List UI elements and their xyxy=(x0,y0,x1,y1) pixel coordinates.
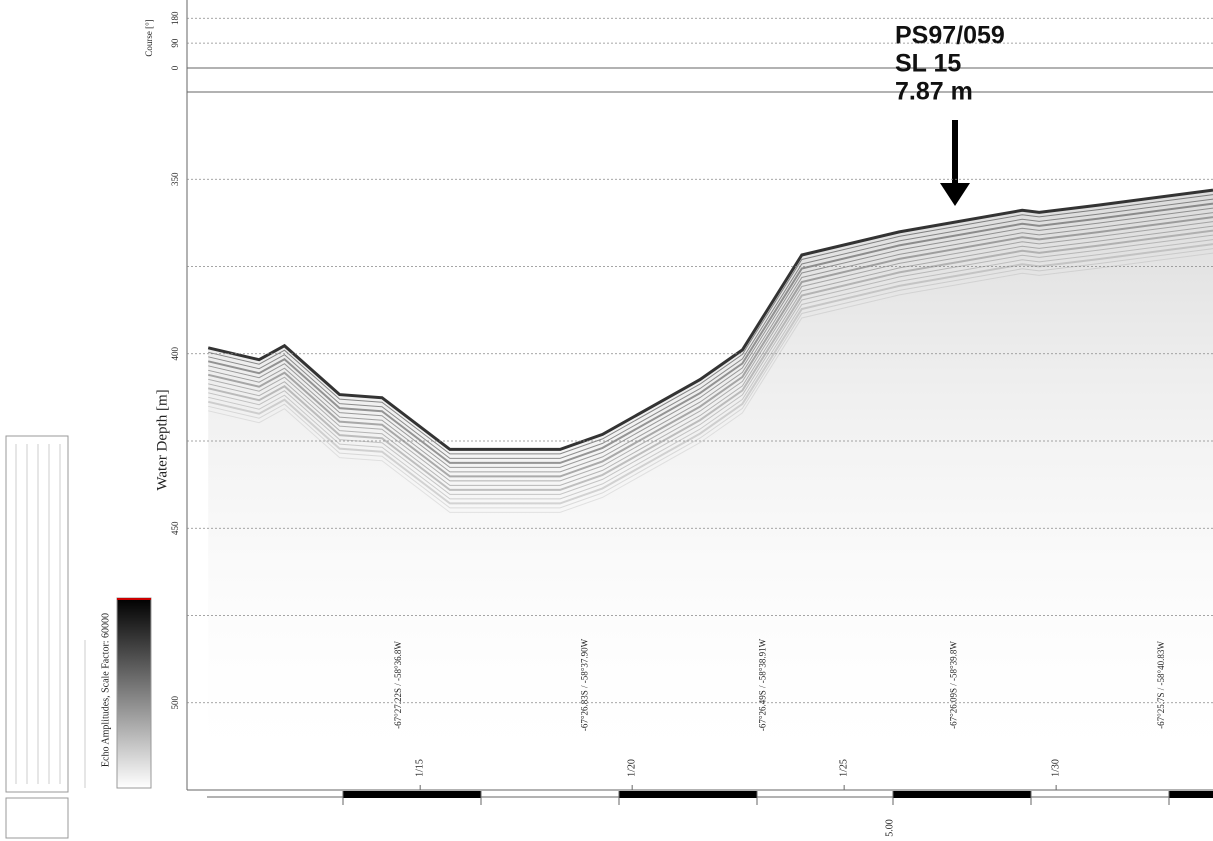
y-axis-label: Water Depth [m] xyxy=(154,389,170,490)
course-tick-label: 180 xyxy=(170,11,180,25)
position-label: -67°26.83S / -58°37.90W xyxy=(580,638,590,731)
y-tick-label: 500 xyxy=(170,696,180,710)
y-tick-label: 450 xyxy=(170,521,180,535)
metadata-panel xyxy=(5,435,86,839)
course-label: Course [°] xyxy=(144,19,154,56)
reflector xyxy=(208,225,1213,486)
reflector xyxy=(208,252,1213,513)
x-tick-label: 1/20 xyxy=(626,759,637,777)
plot-area xyxy=(207,188,1213,791)
position-label: -67°26.49S / -58°38.91W xyxy=(758,638,768,731)
distance-label: 5.00 xyxy=(884,819,895,837)
x-tick-label: 1/25 xyxy=(838,759,849,777)
seafloor-line xyxy=(207,188,1213,451)
reflector xyxy=(208,198,1213,459)
position-label: -67°26.09S / -58°39.8W xyxy=(948,641,958,729)
reflector xyxy=(207,243,1213,505)
y-tick-label: 350 xyxy=(170,172,180,186)
reflector xyxy=(207,216,1213,478)
reflector xyxy=(208,212,1213,473)
reflector xyxy=(208,207,1213,468)
scale-bar xyxy=(207,791,1213,805)
reflector xyxy=(208,248,1213,509)
x-tick-label: 1/15 xyxy=(414,759,425,777)
arrow xyxy=(940,120,970,206)
reflector xyxy=(208,221,1213,482)
annotation: PS97/059 xyxy=(895,22,1005,50)
reflector xyxy=(207,229,1213,491)
reflector xyxy=(208,239,1213,500)
position-label: -67°25.7S / -58°40.83W xyxy=(1156,641,1166,729)
reflector xyxy=(208,194,1213,455)
y-tick-label: 400 xyxy=(170,347,180,361)
sub-bottom xyxy=(208,190,1213,791)
course-tick-label: 0 xyxy=(170,65,180,70)
colorbar xyxy=(116,597,152,789)
position-label: -67°27.22S / -58°36.8W xyxy=(393,641,403,729)
x-tick-label: 1/30 xyxy=(1050,759,1061,777)
reflector xyxy=(208,234,1213,495)
annotation: 7.87 m xyxy=(895,78,973,106)
annotation: SL 15 xyxy=(895,50,961,78)
reflector xyxy=(207,202,1213,464)
colorbar-label: Echo Amplitudes, Scale Factor: 60000 xyxy=(100,613,111,767)
course-tick-label: 90 xyxy=(170,38,180,48)
